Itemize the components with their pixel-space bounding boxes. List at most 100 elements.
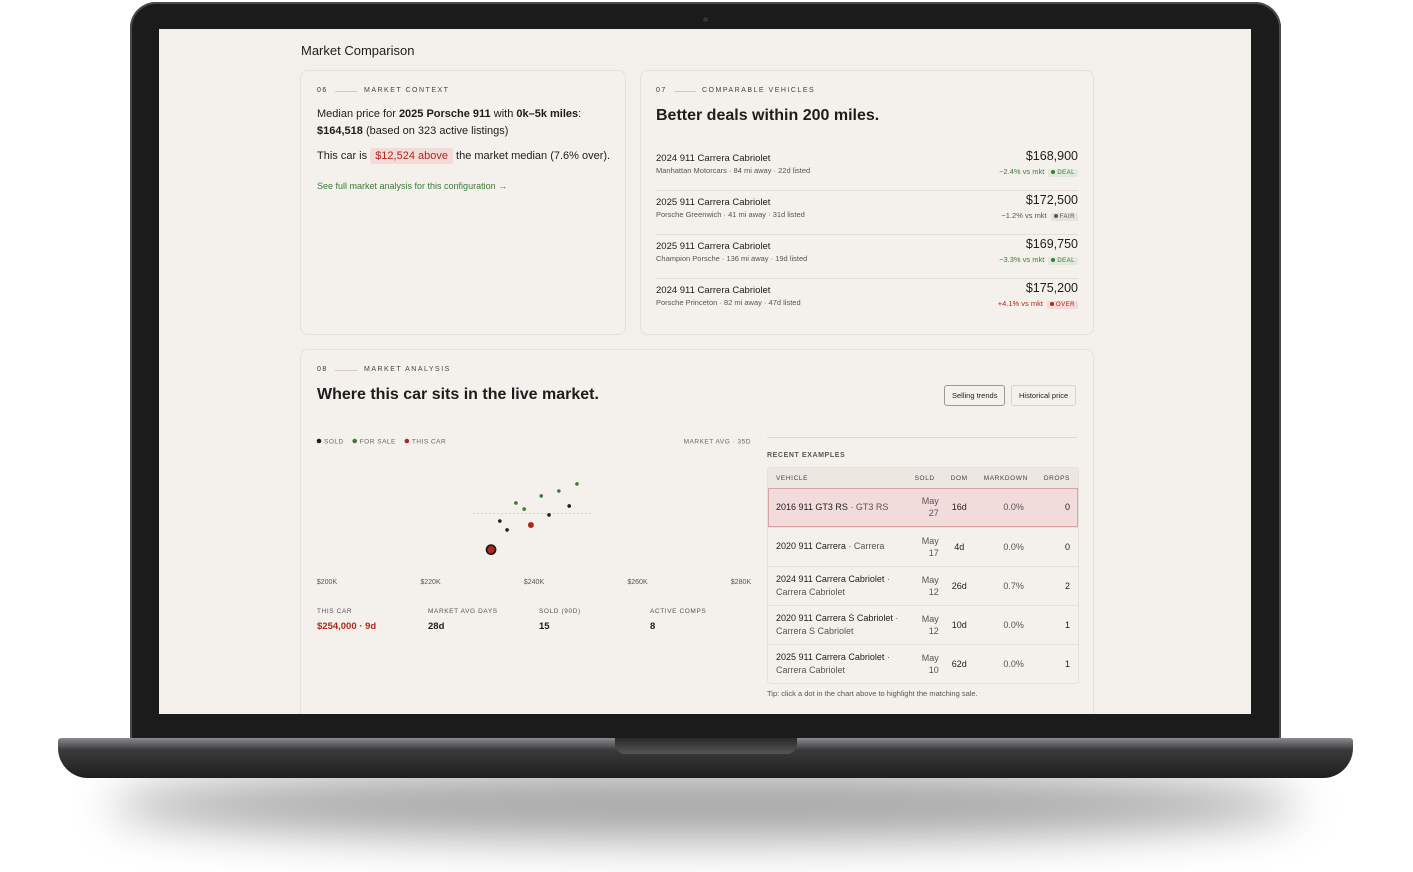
point xyxy=(567,504,571,508)
dom: 10d xyxy=(951,619,967,630)
x-tick-label: $200K xyxy=(317,579,338,586)
vehicle-meta: Porsche Greenwich · 41 mi away · 31d lis… xyxy=(656,210,805,219)
point xyxy=(498,519,502,523)
point xyxy=(547,513,551,517)
legend-swatch xyxy=(316,438,322,444)
dom: 26d xyxy=(951,580,967,591)
column-header: MARKDOWN xyxy=(983,474,1028,482)
vehicle-title: 2025 911 Carrera Cabriolet xyxy=(656,197,771,208)
badge-text: DEAL xyxy=(1057,258,1075,264)
heading: Where this car sits in the live market. xyxy=(317,386,599,403)
badge-dot xyxy=(1053,214,1058,218)
camera xyxy=(703,17,708,22)
badge: DEAL xyxy=(1048,257,1078,265)
scatter-chart: SOLD FOR SALE THIS CAR MARKET AVG · 35D $200… xyxy=(316,438,752,586)
delta-line: +4.1% vs mkt OVER xyxy=(997,299,1078,309)
section-number: 08 xyxy=(317,366,328,373)
price: $169,750 xyxy=(1025,237,1078,251)
point xyxy=(575,482,579,486)
column-header: VEHICLE xyxy=(776,474,809,482)
miles: 0k–5k miles xyxy=(516,108,579,120)
vehicle: 2016 911 GT3 RS xyxy=(776,501,848,512)
legend-label: SOLD xyxy=(324,439,344,446)
delta-line: −2.4% vs mkt DEAL xyxy=(999,167,1078,177)
vehicle-meta: Champion Porsche · 136 mi away · 19d lis… xyxy=(656,254,808,263)
drops: 0 xyxy=(1064,502,1070,513)
point xyxy=(514,501,518,505)
section-label: COMPARABLE VEHICLES xyxy=(702,87,816,94)
legend: SOLD FOR SALE THIS CAR xyxy=(316,438,446,446)
comparables-card: 07 COMPARABLE VEHICLES Better deals with… xyxy=(640,70,1094,335)
delta-line: −1.2% vs mkt FAIR xyxy=(1001,211,1078,221)
badge: FAIR xyxy=(1050,213,1078,221)
vehicle-cell: 2020 911 Carrera S Cabriolet · Carrera S… xyxy=(768,605,907,644)
legend-swatch xyxy=(352,438,358,444)
row: 2024 911 Carrera Cabriolet · Carrera Cab… xyxy=(768,566,1078,605)
stat-label: ACTIVE COMPS xyxy=(650,608,707,615)
badge-text: FAIR xyxy=(1059,214,1075,220)
sold-date: May 27 xyxy=(921,496,939,519)
markdown: 0.0% xyxy=(1003,502,1024,513)
dom: 16d xyxy=(951,502,967,513)
point xyxy=(557,489,561,493)
laptop-notch xyxy=(615,738,797,754)
vehicle-cell: 2016 911 GT3 RS · GT3 RS xyxy=(768,488,907,527)
comparable-row: 2025 911 Carrera Cabriolet Champion Porsc… xyxy=(656,234,1078,279)
vehicle: 2020 911 Carrera S Cabriolet xyxy=(776,612,893,623)
stat-value: 15 xyxy=(539,621,550,632)
badge-text: OVER xyxy=(1055,302,1075,308)
x-tick-label: $260K xyxy=(627,579,648,586)
badge: DEAL xyxy=(1048,169,1078,177)
tab[interactable]: Selling trends xyxy=(944,385,1006,406)
stat-label: THIS CAR xyxy=(317,608,353,615)
point xyxy=(505,528,509,532)
x-tick-label: $280K xyxy=(731,579,752,586)
text: with xyxy=(493,108,514,120)
median-price: $164,518 xyxy=(317,125,363,137)
trim: · Carrera xyxy=(848,541,885,551)
legend-swatch xyxy=(404,438,410,444)
rule xyxy=(335,370,357,371)
section-label: MARKET CONTEXT xyxy=(364,87,450,94)
highlighted-point xyxy=(485,544,497,556)
laptop-shadow xyxy=(110,770,1300,840)
markdown: 0.0% xyxy=(1003,658,1024,669)
column-header: DROPS xyxy=(1043,474,1070,482)
dom: 4d xyxy=(954,541,965,552)
comparable-row: 2025 911 Carrera Cabriolet Porsche Greenw… xyxy=(656,190,1078,235)
comparable-row: 2024 911 Carrera Cabriolet Manhattan Moto… xyxy=(656,146,1078,191)
vehicle-cell: 2025 911 Carrera Cabriolet · Carrera Cab… xyxy=(768,644,907,683)
heading: Better deals within 200 miles. xyxy=(656,107,880,124)
tip: Tip: click a dot in the chart above to h… xyxy=(767,689,978,698)
tab[interactable]: Historical price xyxy=(1011,385,1077,406)
badge-dot xyxy=(1051,170,1056,174)
point xyxy=(527,522,534,528)
column-header: SOLD xyxy=(914,474,935,482)
sold-date: May 10 xyxy=(921,652,939,675)
sold-date: May 12 xyxy=(921,613,939,636)
car-text: This car is $12,524 above the market med… xyxy=(317,148,610,165)
drops: 1 xyxy=(1064,658,1070,669)
legend-label: THIS CAR xyxy=(412,439,446,446)
stat-value: 8 xyxy=(650,621,656,632)
price: $172,500 xyxy=(1025,193,1078,207)
row: 2025 911 Carrera Cabriolet · Carrera Cab… xyxy=(768,644,1078,683)
vehicle-title: 2024 911 Carrera Cabriolet xyxy=(656,153,771,164)
badge: OVER xyxy=(1046,301,1078,309)
trim: · Carrera Cabriolet xyxy=(776,651,890,675)
context-card: 06 MARKET CONTEXT Median price for 2025 … xyxy=(300,70,626,335)
badge-text: DEAL xyxy=(1057,170,1075,176)
delta: −2.4% vs mkt xyxy=(999,167,1045,176)
vehicle-cell: 2024 911 Carrera Cabriolet · Carrera Cab… xyxy=(768,566,907,605)
column-header: DOM xyxy=(950,474,968,482)
drops: 2 xyxy=(1064,580,1070,591)
vehicle-title: 2024 911 Carrera Cabriolet xyxy=(656,285,771,296)
drops: 0 xyxy=(1064,541,1070,552)
text: (based on 323 active listings) xyxy=(365,125,509,137)
dom: 62d xyxy=(951,658,967,669)
recent-label: RECENT EXAMPLES xyxy=(767,452,846,459)
analysis-link[interactable]: See full market analysis for this config… xyxy=(317,181,508,191)
delta: +4.1% vs mkt xyxy=(997,299,1043,308)
rule xyxy=(335,91,357,92)
